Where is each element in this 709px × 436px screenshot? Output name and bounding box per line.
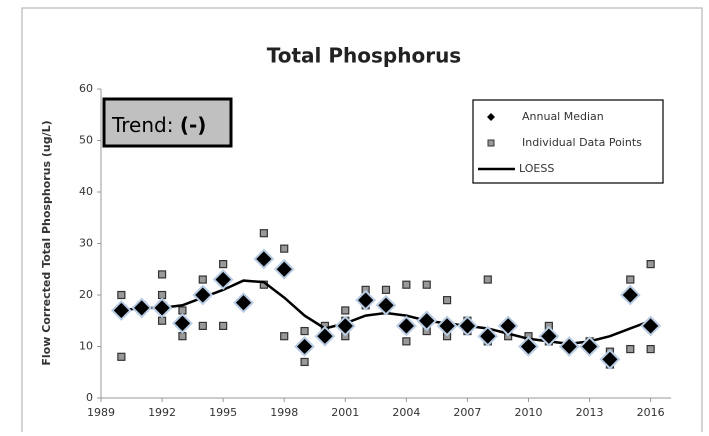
median-marker xyxy=(273,258,295,280)
median-marker xyxy=(599,348,621,370)
trend-text: Trend: (-) xyxy=(111,113,206,137)
median-marker xyxy=(253,248,275,270)
y-tick-label: 10 xyxy=(79,340,93,353)
data-point xyxy=(300,357,309,367)
x-tick-label: 2016 xyxy=(637,406,665,419)
x-tick-label: 1989 xyxy=(87,406,115,419)
median-marker xyxy=(558,336,580,357)
median-marker xyxy=(294,336,315,357)
x-tick-label: 2010 xyxy=(515,406,543,419)
median-marker xyxy=(518,336,539,357)
data-point xyxy=(219,321,228,330)
data-point xyxy=(300,326,309,336)
data-point xyxy=(157,290,167,300)
median-marker xyxy=(151,297,173,319)
data-point xyxy=(646,344,655,354)
data-point xyxy=(381,285,391,294)
data-point xyxy=(157,270,167,279)
median-marker xyxy=(497,315,519,337)
data-point xyxy=(198,321,207,330)
data-point xyxy=(402,337,411,346)
median-marker xyxy=(212,269,234,290)
chart-border xyxy=(21,7,703,432)
x-tick-label: 1998 xyxy=(270,406,298,419)
data-point xyxy=(117,290,126,300)
median-marker xyxy=(436,315,458,337)
median-marker xyxy=(538,325,560,347)
median-marker xyxy=(640,315,662,337)
median-marker xyxy=(395,315,417,337)
legend-swatch xyxy=(487,113,495,121)
chart-title: Total Phosphorus xyxy=(267,44,461,68)
median-marker xyxy=(579,336,600,357)
data-point xyxy=(483,275,492,284)
median-marker xyxy=(375,294,397,316)
data-point xyxy=(341,306,350,315)
data-point xyxy=(178,306,187,315)
data-point xyxy=(626,344,635,354)
trend-label: Trend: xyxy=(111,113,173,137)
x-tick-label: 2013 xyxy=(576,406,604,419)
data-point xyxy=(402,280,411,289)
median-marker xyxy=(131,297,153,319)
median-marker xyxy=(172,312,193,334)
median-marker xyxy=(233,292,254,314)
data-point xyxy=(198,275,207,284)
data-point xyxy=(646,260,655,269)
median-marker xyxy=(477,325,499,347)
legend-swatch xyxy=(487,139,495,147)
x-tick-label: 2007 xyxy=(453,406,481,419)
data-point xyxy=(219,260,228,269)
data-point xyxy=(178,332,187,341)
x-tick-label: 2004 xyxy=(392,406,420,419)
data-point xyxy=(259,229,268,238)
data-point xyxy=(626,275,635,284)
median-marker xyxy=(314,325,336,347)
trend-box xyxy=(102,97,233,148)
median-marker xyxy=(355,289,377,311)
x-tick-label: 2001 xyxy=(331,406,359,419)
x-tick-label: 1995 xyxy=(209,406,237,419)
y-tick-label: 60 xyxy=(79,82,93,95)
data-point xyxy=(157,316,167,325)
y-tick-label: 50 xyxy=(79,134,93,147)
data-point xyxy=(442,296,452,305)
median-marker xyxy=(192,284,214,306)
median-marker xyxy=(619,284,641,306)
data-point xyxy=(422,280,431,289)
median-marker xyxy=(334,315,356,337)
trend-value: (-) xyxy=(180,113,207,137)
x-tick-label: 1992 xyxy=(148,406,176,419)
y-tick-label: 20 xyxy=(79,288,93,301)
y-axis-label: Flow Corrected Total Phosphorus (ug/L) xyxy=(40,120,53,365)
y-tick-label: 40 xyxy=(79,185,93,198)
data-point xyxy=(280,332,289,341)
legend-label: LOESS xyxy=(519,162,554,175)
legend-label: Annual Median xyxy=(522,110,604,123)
median-marker xyxy=(110,300,132,321)
data-point xyxy=(117,352,126,361)
data-point xyxy=(280,244,289,253)
y-tick-label: 0 xyxy=(86,391,93,404)
median-marker xyxy=(457,315,478,337)
legend-label: Individual Data Points xyxy=(522,136,642,149)
y-tick-label: 30 xyxy=(79,237,93,250)
median-marker xyxy=(416,310,438,332)
